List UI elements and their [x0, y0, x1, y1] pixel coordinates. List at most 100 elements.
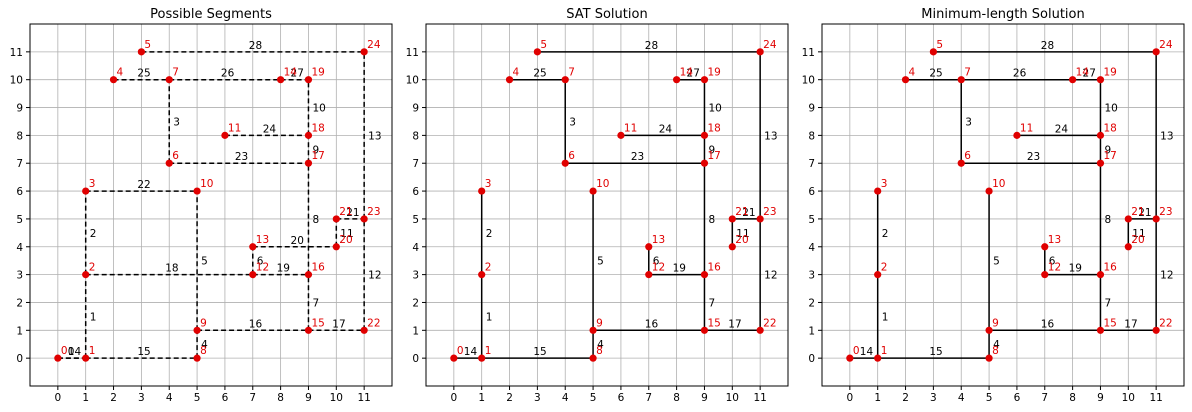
node-label-5: 5 — [936, 39, 943, 51]
edge-label-25: 25 — [137, 68, 150, 80]
edge-label-0: 0 — [68, 346, 75, 358]
node-label-17: 17 — [707, 150, 720, 162]
node-point-4 — [505, 76, 514, 84]
node-point-21 — [332, 215, 340, 223]
node-point-24 — [360, 48, 368, 56]
edge-label-3: 3 — [569, 116, 576, 128]
edge-label-26: 26 — [221, 68, 235, 80]
x-tick-label-7: 7 — [249, 392, 256, 404]
node-point-7 — [165, 76, 173, 84]
node-point-11 — [221, 131, 229, 139]
node-point-6 — [165, 159, 173, 167]
y-tick-label-6: 6 — [412, 186, 419, 198]
edge-label-8: 8 — [312, 214, 319, 226]
node-point-9 — [589, 326, 597, 334]
node-label-24: 24 — [1159, 39, 1173, 51]
y-tick-label-10: 10 — [406, 75, 419, 87]
y-tick-label-4: 4 — [808, 242, 815, 254]
edge-label-13: 13 — [1160, 130, 1173, 142]
y-tick-label-2: 2 — [808, 297, 815, 309]
node-point-6 — [561, 159, 569, 167]
node-label-7: 7 — [568, 67, 575, 79]
node-point-12 — [1041, 271, 1049, 279]
node-point-6 — [957, 159, 965, 167]
x-tick-label-9: 9 — [701, 392, 708, 404]
edge-label-14: 14 — [860, 346, 874, 358]
node-label-22: 22 — [763, 317, 776, 329]
edge-label-18: 18 — [165, 263, 178, 275]
edge-label-19: 19 — [1069, 263, 1082, 275]
node-label-23: 23 — [367, 206, 380, 218]
node-label-17: 17 — [1103, 150, 1116, 162]
node-point-2 — [82, 271, 90, 279]
node-label-21: 21 — [339, 206, 352, 218]
edge-label-3: 3 — [173, 116, 180, 128]
node-label-8: 8 — [200, 345, 207, 357]
node-label-5: 5 — [540, 39, 547, 51]
edge-label-6: 6 — [257, 256, 264, 268]
edge-label-12: 12 — [1160, 270, 1173, 282]
edge-label-5: 5 — [993, 256, 1000, 268]
x-tick-label-7: 7 — [1041, 392, 1048, 404]
y-tick-label-1: 1 — [808, 325, 815, 337]
y-tick-label-6: 6 — [808, 186, 815, 198]
x-tick-label-1: 1 — [82, 392, 89, 404]
x-tick-label-5: 5 — [590, 392, 597, 404]
node-label-14: 14 — [284, 67, 298, 79]
edge-label-23: 23 — [235, 151, 248, 163]
node-label-0: 0 — [61, 345, 68, 357]
edge-label-24: 24 — [263, 123, 277, 135]
x-tick-label-11: 11 — [1149, 392, 1162, 404]
x-tick-label-2: 2 — [902, 392, 909, 404]
node-label-24: 24 — [367, 39, 381, 51]
y-tick-label-0: 0 — [808, 353, 815, 365]
node-label-9: 9 — [992, 317, 999, 329]
x-tick-label-10: 10 — [726, 392, 739, 404]
x-tick-label-6: 6 — [1014, 392, 1021, 404]
node-point-10 — [985, 187, 993, 195]
edge-label-26: 26 — [1013, 68, 1027, 80]
node-point-10 — [589, 187, 597, 195]
edge-label-7: 7 — [312, 297, 319, 309]
node-point-5 — [137, 48, 145, 56]
y-tick-label-7: 7 — [412, 158, 419, 170]
node-point-9 — [193, 326, 201, 334]
edge-label-2: 2 — [882, 228, 889, 240]
node-label-19: 19 — [1103, 67, 1116, 79]
y-tick-label-10: 10 — [10, 75, 23, 87]
edge-label-28: 28 — [1041, 40, 1054, 52]
node-label-13: 13 — [1048, 234, 1061, 246]
edge-label-1: 1 — [486, 311, 493, 323]
x-tick-label-6: 6 — [618, 392, 625, 404]
node-point-3 — [82, 187, 90, 195]
edge-label-14: 14 — [464, 346, 478, 358]
x-tick-label-10: 10 — [330, 392, 343, 404]
edge-label-1: 1 — [882, 311, 889, 323]
node-label-18: 18 — [311, 122, 324, 134]
x-tick-label-8: 8 — [277, 392, 284, 404]
node-label-17: 17 — [311, 150, 324, 162]
chart-title: Possible Segments — [150, 7, 272, 22]
y-tick-label-11: 11 — [10, 47, 23, 59]
edge-label-19: 19 — [673, 263, 686, 275]
node-label-23: 23 — [763, 206, 776, 218]
node-point-16 — [700, 271, 709, 279]
node-label-8: 8 — [992, 345, 999, 357]
node-label-18: 18 — [1103, 122, 1116, 134]
node-label-11: 11 — [228, 122, 241, 134]
node-point-13 — [249, 243, 257, 251]
edge-label-8: 8 — [708, 214, 715, 226]
node-point-19 — [1096, 76, 1105, 84]
x-tick-label-1: 1 — [874, 392, 881, 404]
node-point-4 — [901, 76, 910, 84]
x-tick-label-11: 11 — [357, 392, 370, 404]
node-label-18: 18 — [707, 122, 720, 134]
edge-label-17: 17 — [728, 318, 741, 330]
x-tick-label-4: 4 — [166, 392, 173, 404]
edge-label-10: 10 — [1104, 103, 1117, 115]
edge-label-12: 12 — [368, 270, 381, 282]
node-point-23 — [1152, 215, 1160, 223]
y-tick-label-4: 4 — [16, 242, 23, 254]
node-point-3 — [874, 187, 882, 195]
